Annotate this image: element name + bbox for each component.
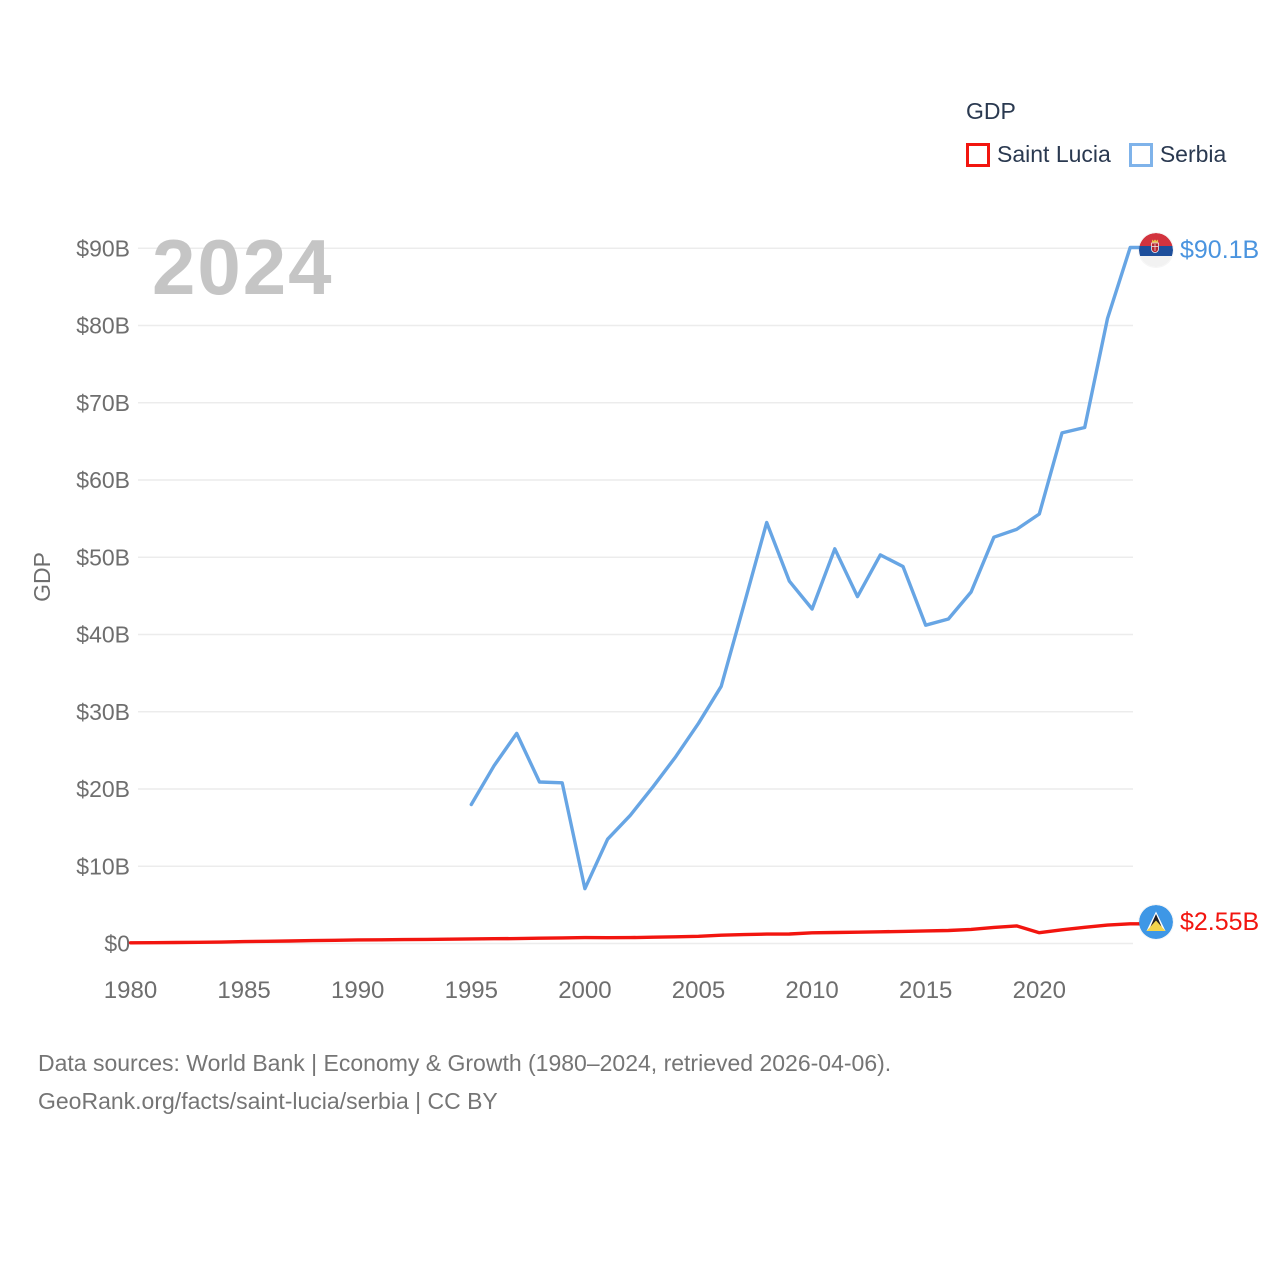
legend-item-serbia[interactable]: Serbia [1128,141,1227,168]
legend-label-saint-lucia: Saint Lucia [997,141,1111,167]
data-source-attribution: Data sources: World Bank | Economy & Gro… [38,1044,891,1120]
serbia-end-value: $90.1B [1180,235,1260,264]
x-axis-ticks: 1980 1985 1990 1995 2000 2005 2010 2015 2020 [104,977,1066,1004]
saint-lucia-line[interactable] [128,922,1143,945]
x-tick-label: 2015 [899,977,952,1004]
y-tick-label: $80B [76,313,130,339]
y-tick-label: $40B [76,622,130,648]
y-tick-label: $30B [76,699,130,725]
x-tick-label: 2020 [1013,977,1066,1004]
year-watermark: 2024 [152,223,334,311]
y-tick-label: $90B [76,235,130,261]
y-tick-label: $70B [76,390,130,416]
y-tick-label: $60B [76,467,130,493]
x-tick-label: 2005 [672,977,725,1004]
x-tick-label: 1990 [331,977,384,1004]
serbia-end-label: $90.1B [1139,232,1259,268]
serbia-line[interactable] [469,245,1143,891]
saint-lucia-end-value: $2.55B [1180,907,1260,936]
license-line: GeoRank.org/facts/saint-lucia/serbia | C… [38,1088,498,1114]
saint-lucia-swatch-icon [966,142,990,167]
saint-lucia-end-label: $2.55B [1139,904,1259,940]
x-tick-label: 2010 [785,977,838,1004]
legend-title: GDP [966,98,1016,124]
y-tick-label: $10B [76,853,130,879]
legend-item-saint-lucia[interactable]: Saint Lucia [966,141,1111,168]
serbia-swatch-icon [1128,142,1153,167]
source-line: Data sources: World Bank | Economy & Gro… [38,1050,892,1076]
serbia-flag-icon [1139,233,1173,267]
y-tick-label: $0 [104,931,130,957]
y-axis-title: GDP [29,552,55,602]
x-tick-label: 1995 [445,977,498,1004]
x-tick-label: 1980 [104,977,157,1004]
saint-lucia-flag-icon [1139,905,1173,939]
y-axis-ticks: $0 $10B $20B $30B $40B $50B $60B $70B $80B $90B [76,235,130,956]
y-tick-label: $20B [76,776,130,802]
x-tick-label: 2000 [558,977,611,1004]
chart-legend: GDP Saint Lucia Serbia [966,98,1226,168]
y-tick-label: $50B [76,544,130,570]
legend-label-serbia: Serbia [1159,141,1227,167]
x-tick-label: 1985 [217,977,270,1004]
gridlines [138,247,1133,945]
